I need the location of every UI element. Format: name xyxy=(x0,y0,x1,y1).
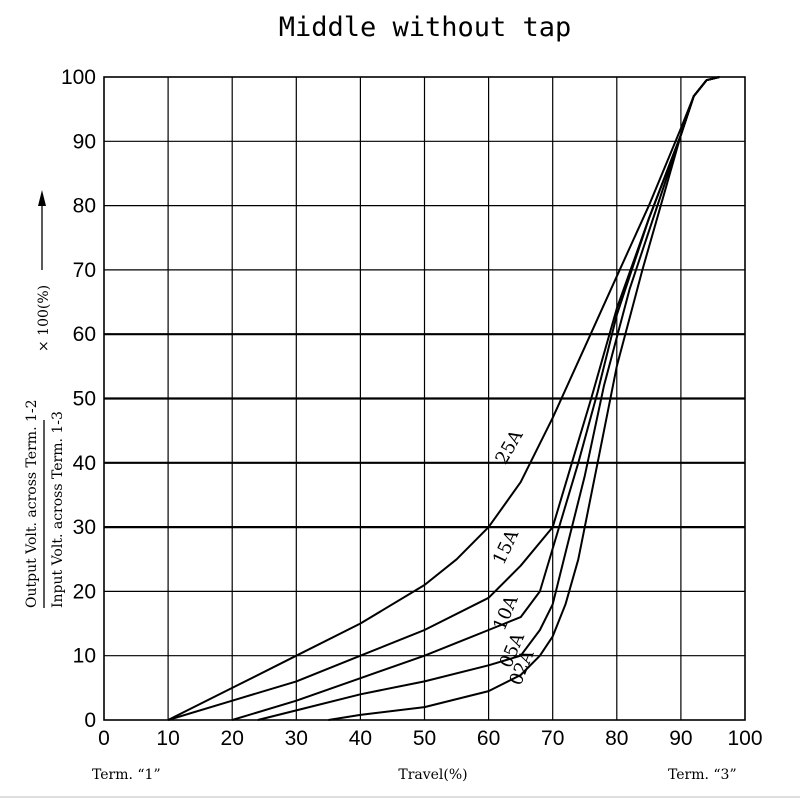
y-label-arrow-head xyxy=(38,190,46,206)
y-axis-label: Output Volt. across Term. 1-2 Input Volt… xyxy=(24,190,66,608)
x-tick-label: 100 xyxy=(727,727,762,750)
y-tick-label: 100 xyxy=(61,66,96,89)
curve-02A xyxy=(328,76,720,721)
x-tick-label: 20 xyxy=(221,727,244,750)
y-tick-label: 40 xyxy=(73,452,96,475)
chart-title: Middle without tap xyxy=(279,12,572,43)
x-tick-label: 60 xyxy=(477,727,500,750)
curve-label-10A: 10A xyxy=(489,592,523,634)
y-tick-label: 0 xyxy=(84,709,96,732)
x-tick-label: 40 xyxy=(349,727,372,750)
x-tick-label: 90 xyxy=(669,727,692,750)
term-3-label: Term. “3” xyxy=(668,767,737,783)
y-tick-label: 80 xyxy=(73,195,96,218)
y-tick-label: 30 xyxy=(73,516,96,539)
x-tick-label: 80 xyxy=(605,727,628,750)
curve-label-25A: 25A xyxy=(491,425,528,467)
x-tick-label: 70 xyxy=(541,727,564,750)
x-axis-label: Travel(%) xyxy=(398,767,467,783)
term-1-label: Term. “1” xyxy=(92,767,161,783)
y-label-suffix: × 100(%) xyxy=(36,285,52,352)
curve-label-15A: 15A xyxy=(489,526,524,568)
plot-frame xyxy=(103,76,746,721)
y-label-denominator: Input Volt. across Term. 1-3 xyxy=(50,411,66,608)
x-tick-label: 50 xyxy=(413,727,436,750)
curve-25A xyxy=(167,76,720,721)
x-tick-label: 10 xyxy=(156,727,179,750)
x-tick-labels: 0 10 20 30 40 50 60 70 80 90 100 xyxy=(98,727,762,750)
y-tick-label: 10 xyxy=(73,645,96,668)
x-tick-label: 0 xyxy=(98,727,110,750)
grid xyxy=(104,77,745,720)
y-tick-labels: 0 10 20 30 40 50 60 70 80 90 100 xyxy=(61,66,96,732)
y-tick-label: 60 xyxy=(73,323,96,346)
y-tick-label: 90 xyxy=(73,130,96,153)
curves xyxy=(167,76,720,721)
y-tick-label: 70 xyxy=(73,259,96,282)
y-tick-label: 20 xyxy=(73,580,96,603)
x-tick-label: 30 xyxy=(285,727,308,750)
y-label-numerator: Output Volt. across Term. 1-2 xyxy=(24,399,40,608)
y-tick-label: 50 xyxy=(73,388,96,411)
plot-border xyxy=(103,76,746,721)
